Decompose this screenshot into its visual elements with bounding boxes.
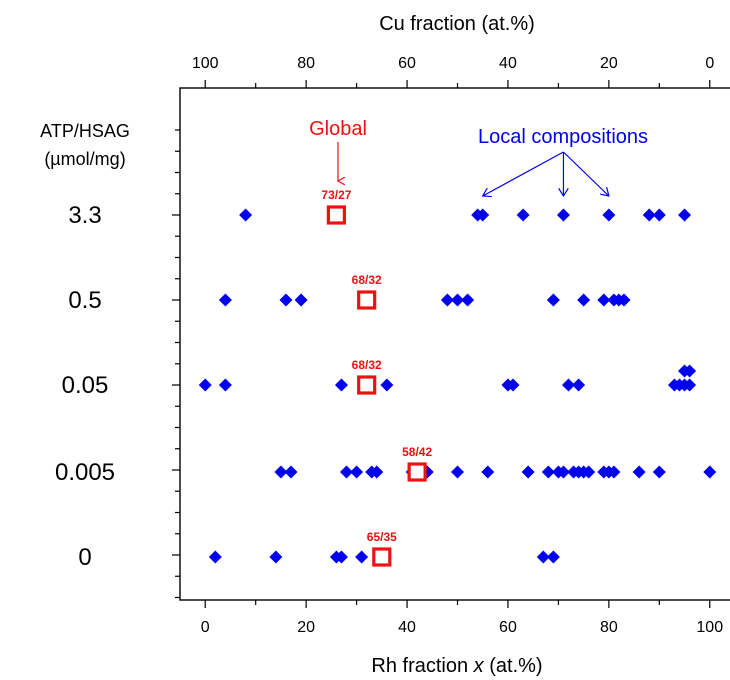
local-point — [294, 293, 308, 307]
local-point — [572, 378, 586, 392]
local-point — [208, 550, 222, 564]
x-axis-label-top: Cu fraction (at.%) — [379, 13, 535, 35]
local-point — [334, 378, 348, 392]
x-axis-label-bottom: Rh fraction x (at.%) — [371, 655, 542, 677]
local-point — [617, 293, 631, 307]
local-point — [683, 364, 697, 378]
y-category-label: 0 — [78, 544, 91, 571]
local-point — [652, 465, 666, 479]
y-category-label: 3.3 — [68, 202, 101, 229]
annotation-arrows — [338, 142, 609, 196]
global-data-label: 73/27 — [321, 188, 351, 202]
local-point — [284, 465, 298, 479]
global-point — [326, 205, 347, 225]
local-point — [652, 208, 666, 222]
plot-frame — [179, 87, 730, 601]
local-point — [516, 208, 530, 222]
local-point — [678, 208, 692, 222]
local-point — [556, 208, 570, 222]
local-point — [546, 550, 560, 564]
local-point — [239, 208, 253, 222]
top-tick-label: 60 — [398, 55, 416, 72]
local-point — [546, 293, 560, 307]
local-point — [597, 293, 611, 307]
local-point — [269, 550, 283, 564]
global-point — [357, 375, 377, 395]
local-point — [577, 293, 591, 307]
global-data-label: 65/35 — [367, 530, 397, 544]
y-axis-label-line2: (µmol/mg) — [44, 149, 125, 169]
local-point — [198, 378, 212, 392]
top-tick-label: 20 — [600, 55, 618, 72]
y-category-label: 0.5 — [68, 287, 101, 314]
local-point — [481, 465, 495, 479]
local-point — [451, 293, 464, 307]
local-point — [218, 293, 232, 307]
local-point — [541, 465, 555, 479]
annotation-local-compositions: Local compositions — [478, 126, 648, 148]
top-tick-label: 80 — [297, 55, 315, 72]
y-axis-label-line1: ATP/HSAG — [40, 121, 130, 141]
local-point — [582, 465, 596, 479]
local-point — [642, 208, 656, 222]
y-category-label: 0.05 — [62, 372, 109, 399]
local-point — [602, 208, 616, 222]
local-point — [274, 465, 288, 479]
top-tick-label: 100 — [192, 55, 219, 72]
global-point — [407, 462, 427, 482]
local-point — [476, 208, 490, 222]
local-point — [340, 465, 353, 479]
local-point — [607, 465, 621, 479]
local-point — [562, 378, 575, 392]
top-tick-label: 0 — [705, 55, 714, 72]
x-tick-label: 100 — [696, 619, 723, 636]
local-point — [536, 550, 550, 564]
global-data-label: 68/32 — [352, 358, 382, 372]
top-axis-tick-labels: 100 80 60 40 20 0 — [192, 55, 714, 72]
local-composition-points — [198, 208, 717, 564]
y-category-label: 0.005 — [55, 459, 115, 486]
local-point — [506, 378, 520, 392]
local-point — [683, 378, 697, 392]
x-tick-label: 40 — [398, 619, 416, 636]
local-point — [380, 378, 394, 392]
x-tick-label: 20 — [297, 619, 315, 636]
top-axis-ticks — [204, 80, 711, 88]
global-point — [357, 290, 377, 310]
local-arrow — [563, 151, 608, 196]
x-tick-label: 80 — [600, 619, 618, 636]
local-point — [451, 465, 464, 479]
local-point — [440, 293, 454, 307]
local-point — [703, 465, 717, 479]
local-point — [632, 465, 646, 479]
top-tick-label: 40 — [499, 55, 517, 72]
left-axis-ticks — [172, 129, 180, 599]
global-point — [372, 547, 392, 567]
global-data-label: 58/42 — [402, 445, 432, 459]
local-point — [556, 465, 570, 479]
local-point — [370, 465, 384, 479]
local-point — [355, 550, 369, 564]
global-data-label: 68/32 — [352, 273, 382, 287]
annotation-global: Global — [309, 118, 367, 140]
local-point — [521, 465, 535, 479]
local-point — [279, 293, 293, 307]
x-tick-label: 0 — [201, 619, 210, 636]
y-category-labels: 3.3 0.5 0.05 0.005 0 — [55, 202, 115, 571]
local-arrow — [483, 151, 564, 196]
x-tick-label: 60 — [499, 619, 517, 636]
local-point — [461, 293, 475, 307]
global-composition-markers: 73/27 68/32 68/32 58/42 65/35 — [321, 188, 432, 567]
bottom-axis-ticks — [204, 600, 711, 608]
bottom-axis-tick-labels: 0 20 40 60 80 100 — [201, 619, 723, 636]
local-point — [218, 378, 232, 392]
local-point — [334, 550, 348, 564]
local-point — [350, 465, 364, 479]
